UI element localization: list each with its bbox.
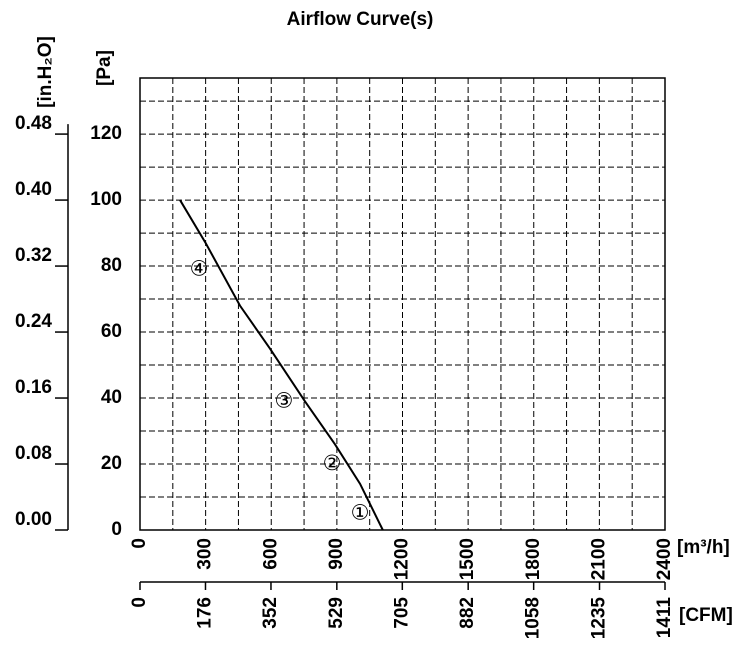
- chart-title: Airflow Curve(s): [287, 9, 434, 30]
- y2-tick-label: 0.00: [15, 509, 52, 530]
- x-tick-label: 0: [129, 538, 150, 549]
- y-tick-label: 100: [90, 189, 122, 210]
- x-axis-label: [m³/h]: [677, 537, 730, 558]
- x-tick-label: 1500: [457, 538, 478, 580]
- y2-tick-label: 0.08: [15, 443, 52, 464]
- curve-annotation: ③: [275, 388, 294, 412]
- x-tick-label: 2400: [654, 538, 675, 580]
- x2-tick-label: 1411: [654, 597, 675, 639]
- x2-tick-label: 1235: [589, 597, 610, 640]
- x2-tick-label: 0: [129, 597, 150, 608]
- x-tick-label: 2100: [588, 538, 609, 580]
- x-tick-label: 1800: [523, 538, 544, 580]
- plot-frame: [139, 77, 666, 531]
- curve-annotation: ①: [351, 501, 370, 525]
- y-tick-label: 120: [90, 123, 122, 144]
- y2-tick-label: 0.16: [15, 377, 52, 398]
- x2-tick-label: 882: [457, 597, 478, 629]
- x2-tick-label: 1058: [523, 597, 544, 639]
- y2-tick-label: 0.48: [15, 113, 52, 134]
- y-axis-label: [Pa]: [94, 50, 115, 86]
- curve-annotation: ②: [323, 451, 342, 475]
- x2-tick-label: 529: [326, 597, 347, 629]
- x2-tick-label: 352: [260, 597, 281, 629]
- x2-tick-label: 705: [391, 597, 412, 629]
- x2-axis-label: [CFM]: [679, 605, 733, 626]
- y-tick-label: 60: [101, 321, 122, 342]
- y-tick-label: 0: [111, 519, 122, 540]
- y-tick-label: 40: [101, 387, 122, 408]
- x-tick-label: 900: [326, 538, 347, 570]
- y2-tick-label: 0.40: [15, 179, 52, 200]
- y2-tick-label: 0.24: [15, 311, 52, 332]
- y-tick-label: 80: [101, 255, 122, 276]
- y2-axis-label: [in.H₂O]: [35, 36, 56, 108]
- x-tick-label: 600: [260, 538, 281, 570]
- x2-tick-label: 176: [195, 597, 216, 629]
- y-tick-label: 20: [101, 453, 122, 474]
- x-tick-label: 1200: [392, 538, 413, 580]
- x-tick-label: 300: [195, 538, 216, 570]
- y2-tick-label: 0.32: [15, 245, 52, 266]
- curve-annotation: ④: [190, 256, 209, 280]
- airflow-curve: [179, 199, 384, 531]
